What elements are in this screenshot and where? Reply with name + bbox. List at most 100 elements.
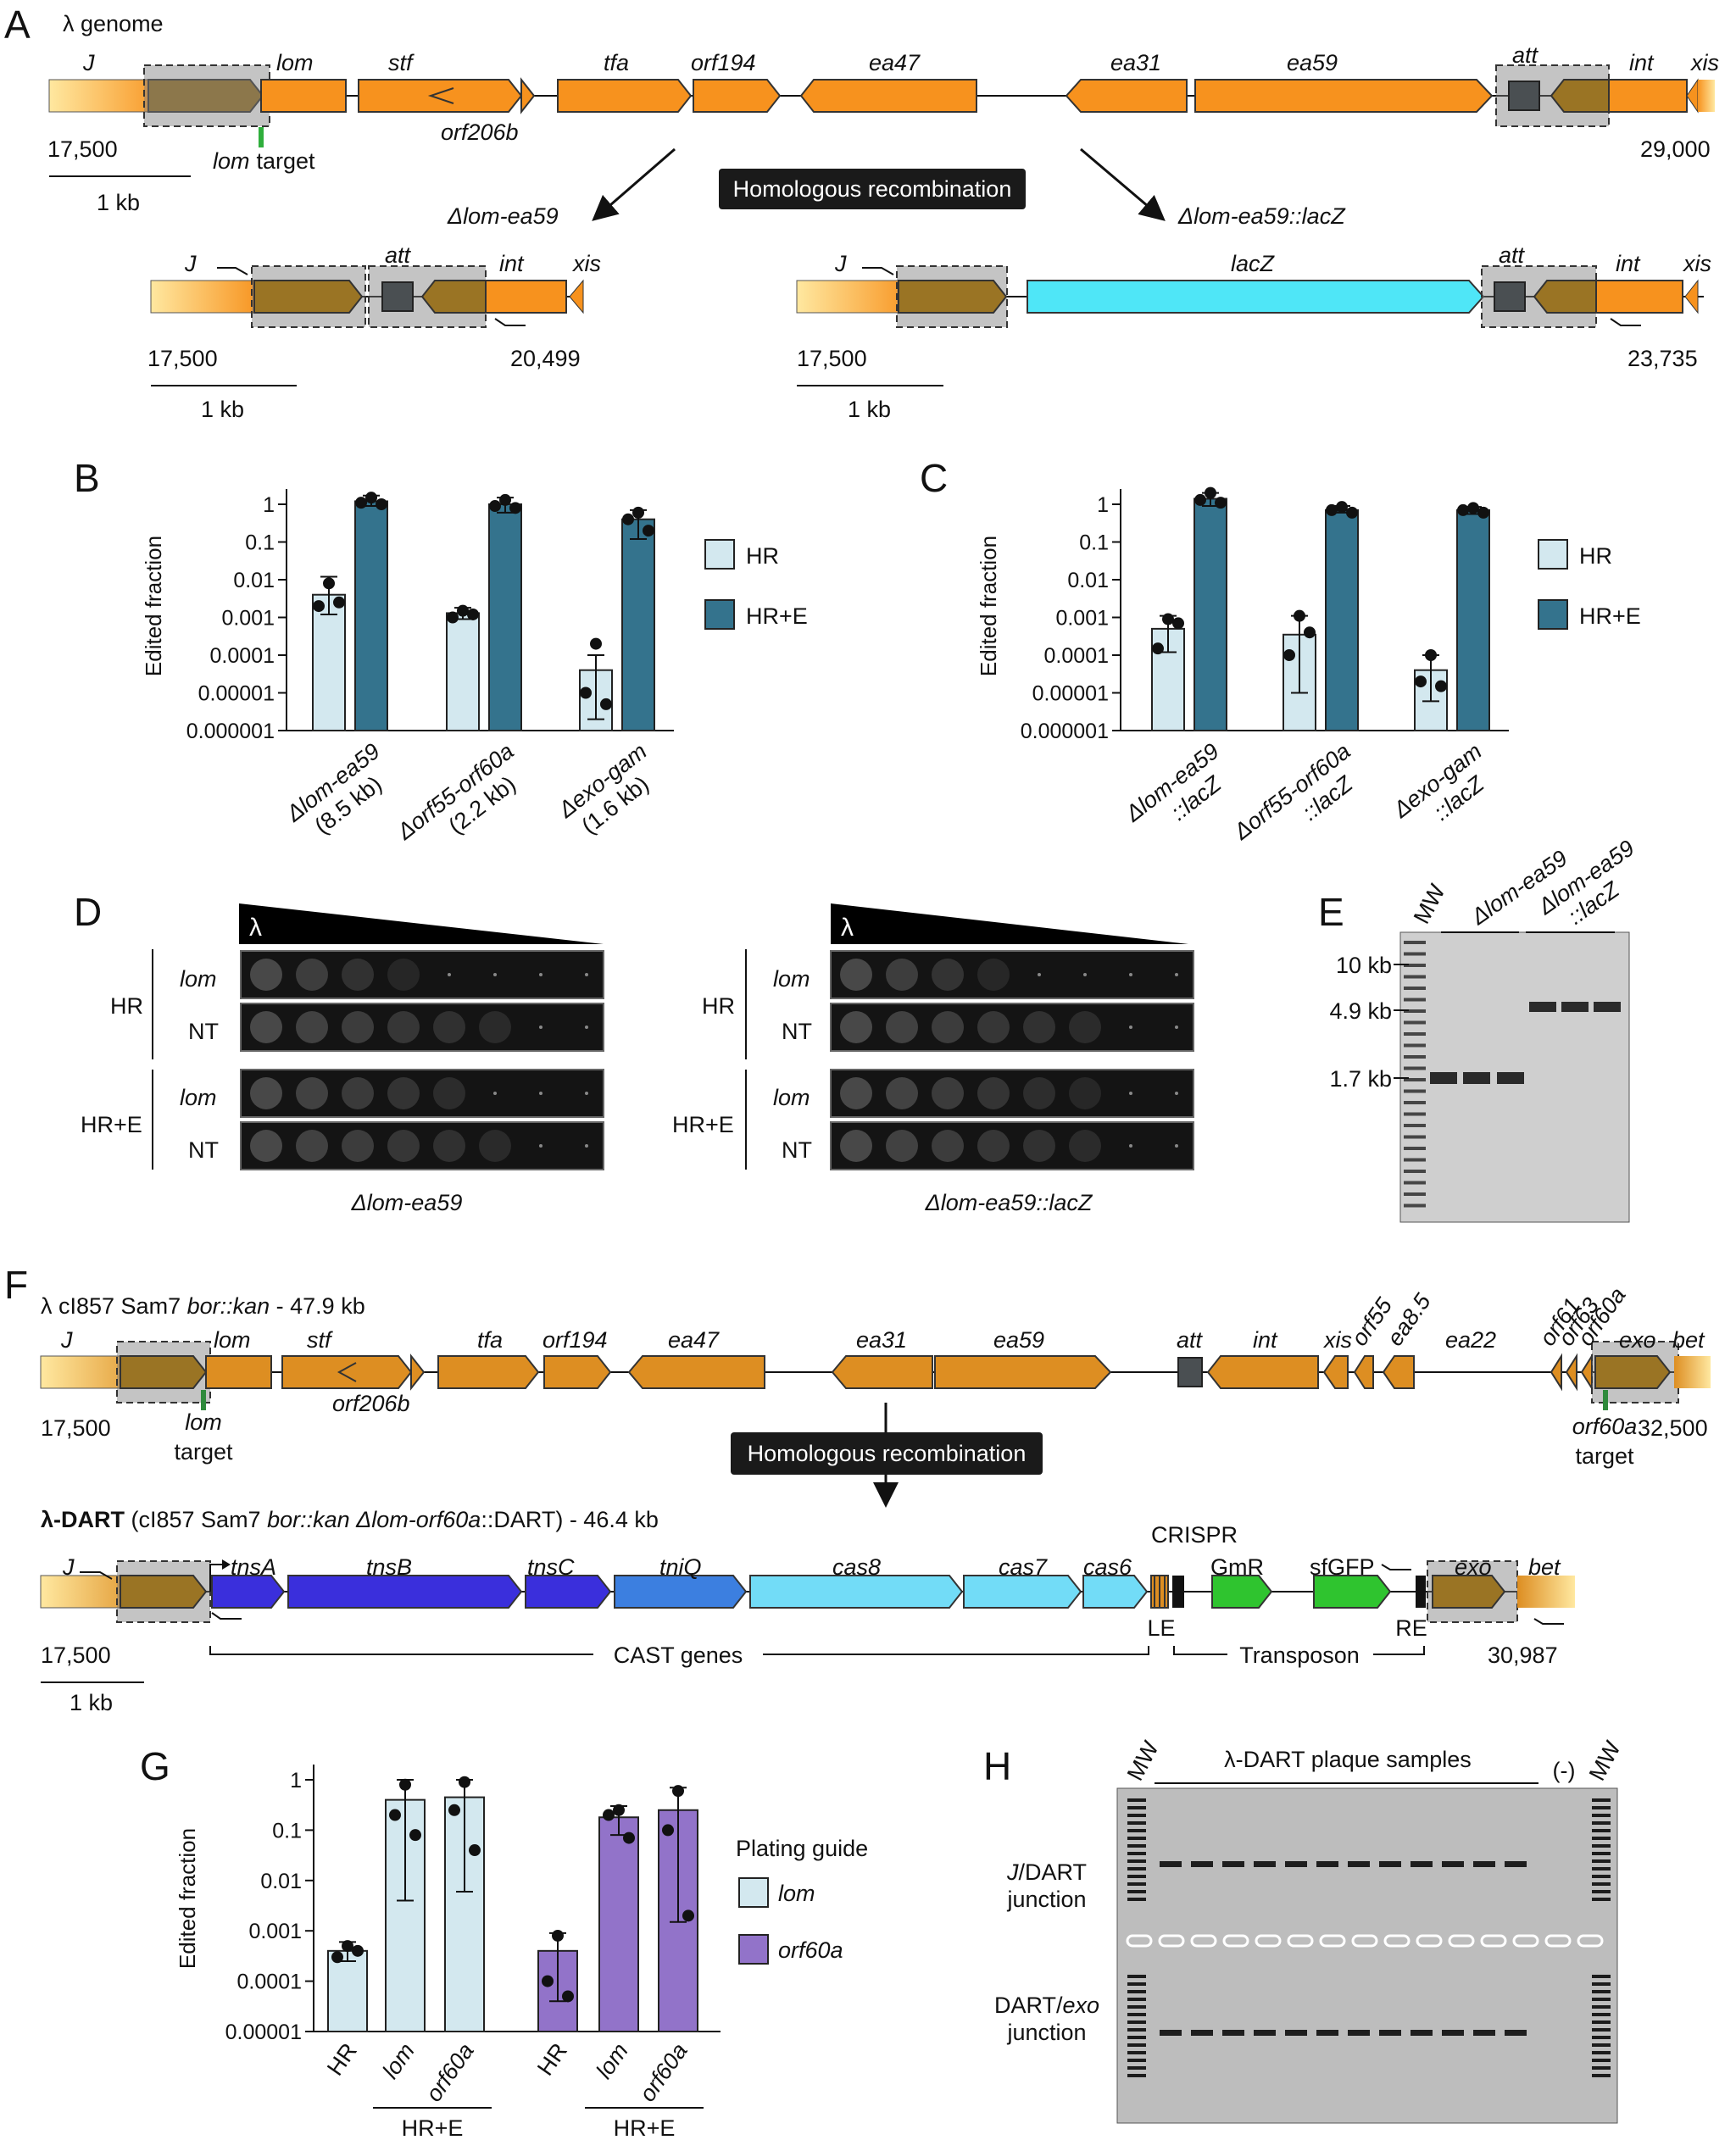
gel-well	[1480, 1934, 1507, 1948]
plaque-spot	[296, 1011, 328, 1043]
y-tick-label: 0.01	[233, 569, 275, 592]
gel-band	[1505, 2030, 1527, 2036]
gel-well	[1351, 1934, 1378, 1948]
gene-label: cas6	[1083, 1554, 1132, 1580]
plate-row	[240, 1003, 604, 1052]
data-point	[1336, 501, 1348, 514]
ladder-band	[1127, 1982, 1146, 1986]
ladder-band	[1127, 2074, 1146, 2077]
ladder-band	[1404, 941, 1426, 944]
row-label: NT	[782, 1019, 812, 1044]
ladder-band	[1127, 2066, 1146, 2070]
ladder-band	[1127, 1875, 1146, 1878]
y-axis-title: Edited fraction	[141, 536, 166, 676]
plaque-spot	[977, 959, 1010, 991]
re-label: RE	[1395, 1615, 1427, 1641]
ladder-band	[1404, 1066, 1426, 1070]
ladder-band	[1592, 1829, 1611, 1832]
gel-band	[1473, 2030, 1495, 2036]
target-marker	[201, 1390, 206, 1410]
data-point	[1283, 649, 1295, 661]
gene-label: orf206b	[441, 120, 519, 145]
ladder-band	[1127, 1898, 1146, 1901]
plaque-spot	[1175, 1026, 1178, 1029]
ladder-band	[1404, 1158, 1426, 1162]
gene-label: att	[1499, 242, 1526, 268]
ladder-band	[1404, 1043, 1426, 1048]
plaque-spot	[1175, 1092, 1178, 1095]
data-point	[623, 1832, 635, 1844]
plate-row	[240, 1069, 604, 1118]
ladder-band	[1592, 1814, 1611, 1817]
legend-label-hr: HR	[746, 543, 779, 569]
x-tick-label: Δlom-ea59::lacZ	[1120, 738, 1240, 848]
chart-c: 1 0.1 0.01 0.001 0.0001 0.00001 0.000001 Δlom-e…	[1021, 486, 1509, 848]
gene-label: ea31	[856, 1327, 907, 1353]
legend-swatch-orf60a	[738, 1934, 769, 1965]
gene-label: sfGFP	[1310, 1554, 1375, 1580]
plaque-spot	[840, 959, 872, 991]
ladder-band	[1592, 1806, 1611, 1809]
gene-label: stf	[388, 50, 415, 75]
data-point	[1346, 506, 1358, 519]
legend-swatch-hre	[1538, 599, 1568, 630]
data-point	[643, 525, 654, 537]
plaque-spot	[296, 959, 328, 991]
gene-label: int	[1616, 251, 1641, 276]
ladder-band	[1127, 2043, 1146, 2047]
ladder-band	[1127, 1998, 1146, 2001]
gel-band	[1410, 2030, 1433, 2036]
data-point	[1162, 613, 1174, 625]
gene-label: lom	[214, 1327, 251, 1353]
gene-label: exo	[1619, 1327, 1656, 1353]
gene-label: lacZ	[1231, 251, 1276, 276]
ladder-band	[1404, 1078, 1426, 1081]
plaque-spot	[1175, 1144, 1178, 1148]
row-label: NT	[188, 1137, 219, 1163]
gene-label: J	[834, 251, 847, 276]
gene-label: tniQ	[659, 1554, 702, 1580]
construct-title: Δlom-ea59	[447, 203, 559, 229]
row-label: lom	[180, 966, 217, 992]
data-point	[613, 1804, 625, 1816]
y-tick-label: 0.0001	[237, 1970, 302, 1994]
gene-label: ea31	[1110, 50, 1161, 75]
ladder-band	[1592, 1867, 1611, 1870]
data-point	[448, 1804, 460, 1816]
x-tick-label: HR	[532, 2038, 572, 2080]
gel-well	[1448, 1934, 1475, 1948]
plaque-spot	[387, 1011, 420, 1043]
bar	[446, 612, 480, 731]
gene-label: ea47	[668, 1327, 720, 1353]
plate-row	[830, 1003, 1194, 1052]
plaque-spot	[1129, 1092, 1132, 1095]
gene-label: orf194	[691, 50, 756, 75]
gel-band	[1316, 1861, 1338, 1867]
legend-title: Plating guide	[736, 1836, 868, 1861]
gel-band	[1442, 2030, 1464, 2036]
gel-well	[1222, 1934, 1249, 1948]
plate-row	[830, 950, 1194, 999]
ladder-band	[1592, 2028, 1611, 2032]
ladder-band	[1592, 2059, 1611, 2062]
panel-letter-g: G	[140, 1744, 170, 1788]
ladder-band	[1127, 2020, 1146, 2024]
panel-e: E MW Δlom-ea59 Δlom-ea59 ::lacZ 10 kb 4.…	[1318, 835, 1639, 1223]
ladder-band	[1592, 1875, 1611, 1878]
gel-well	[1287, 1934, 1314, 1948]
ladder-band	[1127, 2051, 1146, 2054]
x-tick-label: lom	[377, 2038, 420, 2083]
bar	[598, 1816, 639, 2032]
y-tick-label: 0.0001	[1044, 644, 1109, 668]
coord-start: 17,500	[41, 1415, 111, 1441]
plaque-spot	[1083, 973, 1087, 976]
plaque-spot	[1129, 1026, 1132, 1029]
data-point	[447, 611, 459, 624]
legend-swatch-hre	[704, 599, 735, 630]
plate-row	[830, 1121, 1194, 1170]
plaque-spot	[342, 1077, 374, 1109]
ladder-band	[1404, 1170, 1426, 1173]
legend-label-orf60a: orf60a	[778, 1937, 843, 1963]
ladder-band	[1404, 1203, 1426, 1208]
ladder-band	[1404, 1135, 1426, 1139]
